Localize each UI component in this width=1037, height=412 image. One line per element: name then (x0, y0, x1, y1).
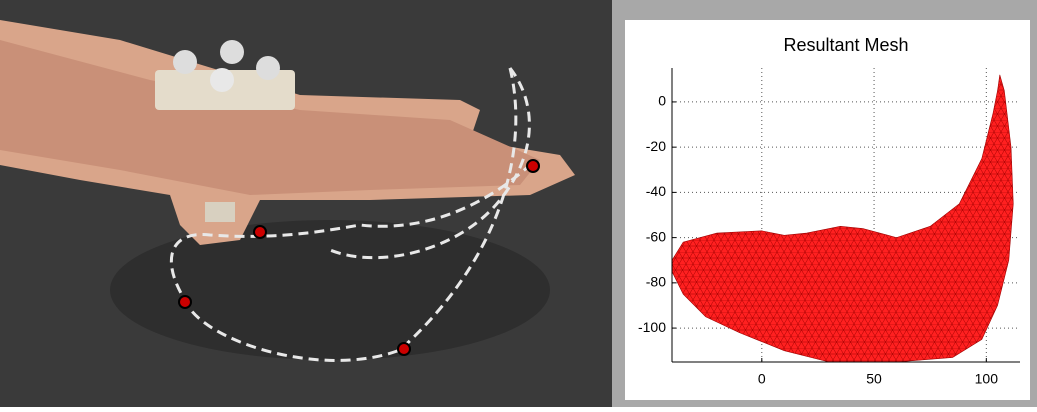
x-tick-label: 50 (866, 371, 882, 387)
photo (0, 0, 612, 407)
y-tick-label: -80 (646, 274, 666, 290)
y-tick-label: -40 (646, 183, 666, 199)
y-tick-label: -20 (646, 138, 666, 154)
mesh-triangles (672, 74, 1014, 363)
chart-title: Resultant Mesh (783, 35, 908, 55)
x-tick-label: 0 (758, 371, 766, 387)
y-tick-label: 0 (658, 93, 666, 109)
y-tick-label: -100 (638, 319, 666, 335)
y-tick-label: -60 (646, 228, 666, 244)
plot: 0 -20 -40 -60 -80 -100 0 50 100 (638, 68, 1020, 387)
x-tick-label: 100 (975, 371, 999, 387)
